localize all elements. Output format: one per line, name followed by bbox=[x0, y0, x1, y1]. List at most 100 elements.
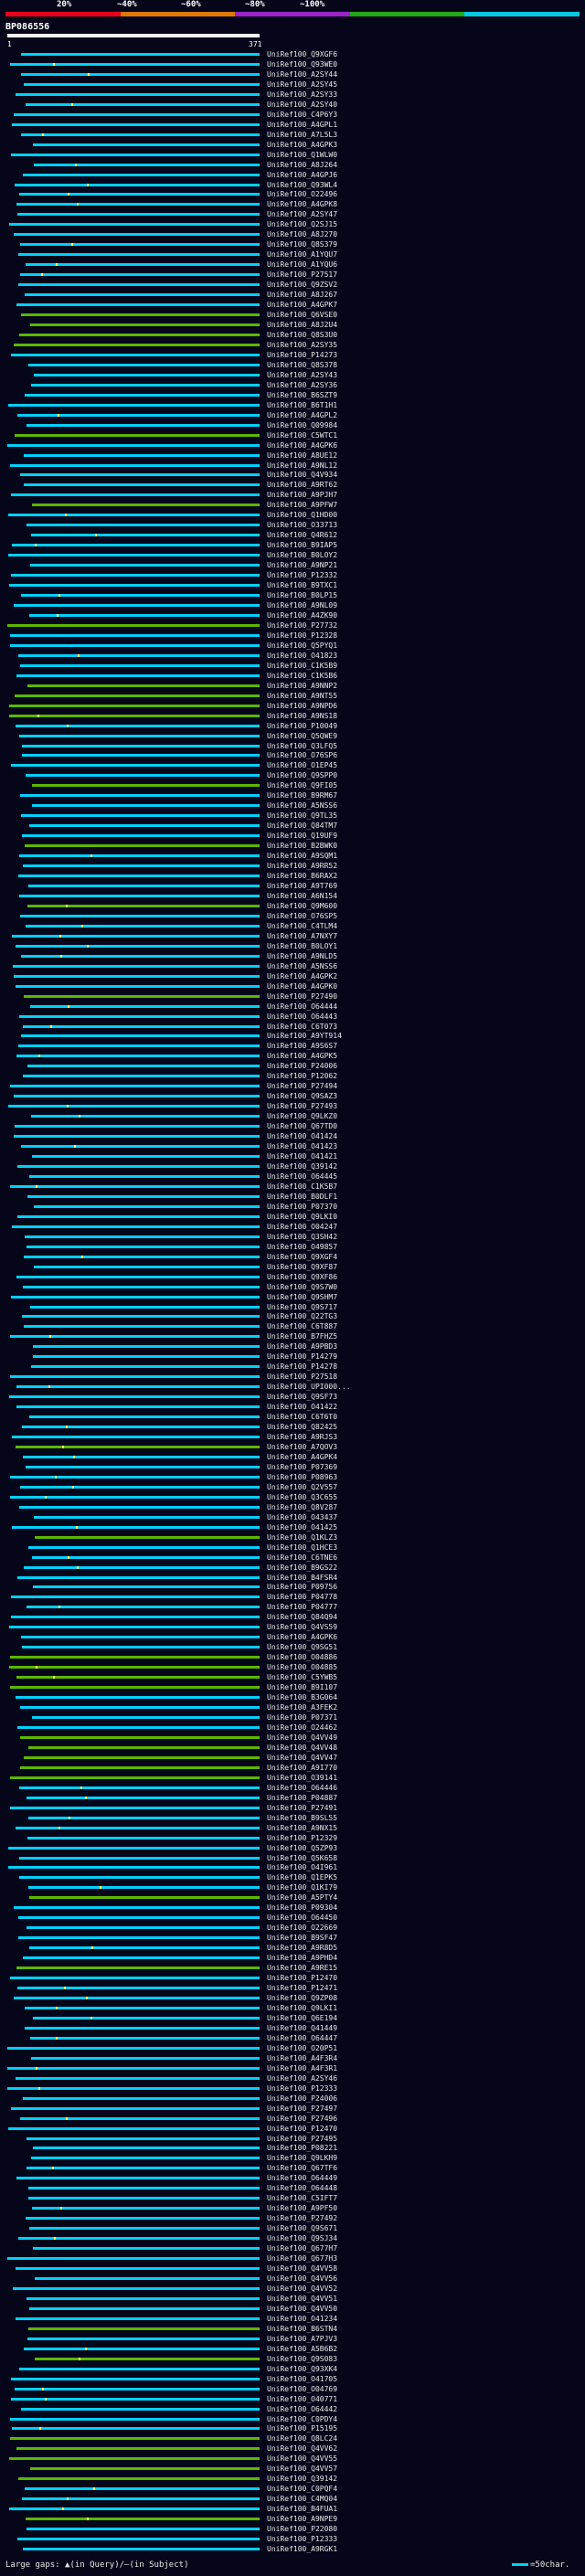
hit-label[interactable]: UniRef100_A3FEK2 bbox=[267, 1703, 338, 1712]
hit-label[interactable]: UniRef100_B4FSR4 bbox=[267, 1574, 338, 1582]
hit-alignment-bar[interactable] bbox=[21, 73, 260, 76]
hit-alignment-bar[interactable] bbox=[11, 493, 260, 496]
hit-label[interactable]: UniRef100_Q6VSE0 bbox=[267, 311, 338, 319]
hit-label[interactable]: UniRef100_Q1HCE3 bbox=[267, 1543, 338, 1552]
hit-alignment-bar[interactable] bbox=[16, 1385, 260, 1388]
hit-label[interactable]: UniRef100_O41424 bbox=[267, 1132, 338, 1140]
hit-alignment-bar[interactable] bbox=[33, 143, 260, 146]
hit-alignment-bar[interactable] bbox=[21, 1034, 260, 1037]
hit-alignment-bar[interactable] bbox=[20, 1766, 260, 1769]
hit-label[interactable]: UniRef100_O39141 bbox=[267, 1774, 338, 1782]
hit-label[interactable]: UniRef100_Q09984 bbox=[267, 421, 338, 429]
hit-label[interactable]: UniRef100_A9NL12 bbox=[267, 461, 338, 470]
hit-label[interactable]: UniRef100_Q3LFQ5 bbox=[267, 742, 338, 750]
hit-label[interactable]: UniRef100_O04769 bbox=[267, 2385, 338, 2393]
hit-alignment-bar[interactable] bbox=[27, 1926, 260, 1929]
hit-label[interactable]: UniRef100_A5NSS6 bbox=[267, 962, 338, 970]
hit-label[interactable]: UniRef100_P12329 bbox=[267, 1834, 338, 1842]
hit-label[interactable]: UniRef100_A9RE15 bbox=[267, 1964, 338, 1972]
hit-alignment-bar[interactable] bbox=[8, 554, 260, 557]
hit-label[interactable]: UniRef100_A5PTY4 bbox=[267, 1893, 338, 1902]
hit-label[interactable]: UniRef100_Q4VV52 bbox=[267, 2284, 338, 2293]
hit-label[interactable]: UniRef100_O64444 bbox=[267, 1002, 338, 1011]
hit-alignment-bar[interactable] bbox=[21, 2408, 260, 2411]
hit-label[interactable]: UniRef100_Q1KI79 bbox=[267, 1883, 338, 1892]
hit-label[interactable]: UniRef100_P15195 bbox=[267, 2424, 338, 2433]
hit-label[interactable]: UniRef100_O64450 bbox=[267, 1913, 338, 1922]
hit-alignment-bar[interactable] bbox=[7, 444, 260, 447]
hit-label[interactable]: UniRef100_A2SY35 bbox=[267, 341, 338, 349]
hit-label[interactable]: UniRef100_A2SY36 bbox=[267, 381, 338, 389]
hit-label[interactable]: UniRef100_C1K5B7 bbox=[267, 1182, 338, 1191]
hit-label[interactable]: UniRef100_P04777 bbox=[267, 1603, 338, 1611]
hit-label[interactable]: UniRef100_P08221 bbox=[267, 2144, 338, 2152]
hit-alignment-bar[interactable] bbox=[31, 1115, 260, 1118]
hit-label[interactable]: UniRef100_B0LOY1 bbox=[267, 942, 338, 950]
hit-alignment-bar[interactable] bbox=[11, 1296, 260, 1299]
hit-alignment-bar[interactable] bbox=[23, 864, 260, 867]
hit-label[interactable]: UniRef100_Q4VV58 bbox=[267, 2264, 338, 2273]
hit-label[interactable]: UniRef100_A4GPK3 bbox=[267, 141, 338, 149]
hit-label[interactable]: UniRef100_A9RJS3 bbox=[267, 1433, 338, 1441]
hit-alignment-bar[interactable] bbox=[17, 1215, 260, 1218]
hit-label[interactable]: UniRef100_Q93WE0 bbox=[267, 60, 338, 69]
hit-label[interactable]: UniRef100_O41823 bbox=[267, 652, 338, 660]
hit-label[interactable]: UniRef100_A6N154 bbox=[267, 892, 338, 900]
hit-alignment-bar[interactable] bbox=[16, 674, 260, 677]
hit-alignment-bar[interactable] bbox=[32, 1716, 260, 1719]
hit-alignment-bar[interactable] bbox=[32, 504, 260, 506]
hit-label[interactable]: UniRef100_Q5ZP93 bbox=[267, 1844, 338, 1852]
hit-label[interactable]: UniRef100_A7L5L3 bbox=[267, 131, 338, 139]
hit-alignment-bar[interactable] bbox=[25, 2027, 260, 2030]
hit-label[interactable]: UniRef100_Q9SF73 bbox=[267, 1393, 338, 1401]
hit-label[interactable]: UniRef100_Q93WL4 bbox=[267, 181, 338, 189]
hit-label[interactable]: UniRef100_Q8V287 bbox=[267, 1503, 338, 1511]
hit-label[interactable]: UniRef100_B0DLF1 bbox=[267, 1193, 338, 1201]
hit-alignment-bar[interactable] bbox=[33, 2017, 260, 2019]
hit-alignment-bar[interactable] bbox=[35, 2358, 260, 2360]
hit-alignment-bar[interactable] bbox=[16, 1276, 260, 1278]
hit-alignment-bar[interactable] bbox=[26, 263, 260, 266]
hit-alignment-bar[interactable] bbox=[26, 103, 260, 106]
hit-label[interactable]: UniRef100_Q9TL35 bbox=[267, 811, 338, 820]
hit-label[interactable]: UniRef100_P09304 bbox=[267, 1903, 338, 1912]
hit-label[interactable]: UniRef100_Q2SJ15 bbox=[267, 220, 338, 228]
hit-alignment-bar[interactable] bbox=[12, 1225, 260, 1228]
hit-alignment-bar[interactable] bbox=[9, 1395, 260, 1398]
hit-label[interactable]: UniRef100_Q9LKZ0 bbox=[267, 1112, 338, 1120]
hit-alignment-bar[interactable] bbox=[21, 133, 260, 136]
hit-label[interactable]: UniRef100_P04778 bbox=[267, 1593, 338, 1601]
hit-alignment-bar[interactable] bbox=[28, 2187, 260, 2189]
hit-alignment-bar[interactable] bbox=[27, 1195, 260, 1198]
hit-alignment-bar[interactable] bbox=[11, 2398, 260, 2401]
hit-label[interactable]: UniRef100_O64448 bbox=[267, 2184, 338, 2192]
hit-label[interactable]: UniRef100_Q4VV49 bbox=[267, 1733, 338, 1742]
hit-alignment-bar[interactable] bbox=[19, 334, 260, 336]
hit-label[interactable]: UniRef100_Q1WLW0 bbox=[267, 151, 338, 159]
hit-alignment-bar[interactable] bbox=[11, 154, 260, 156]
hit-alignment-bar[interactable] bbox=[21, 1145, 260, 1148]
hit-alignment-bar[interactable] bbox=[19, 2368, 260, 2370]
hit-label[interactable]: UniRef100_O64442 bbox=[267, 2405, 338, 2413]
hit-label[interactable]: UniRef100_O04886 bbox=[267, 1653, 338, 1661]
hit-label[interactable]: UniRef100_Q8S379 bbox=[267, 240, 338, 249]
hit-alignment-bar[interactable] bbox=[30, 2467, 260, 2470]
hit-label[interactable]: UniRef100_A8J270 bbox=[267, 230, 338, 239]
hit-label[interactable]: UniRef100_A7PJV3 bbox=[267, 2335, 338, 2343]
hit-alignment-bar[interactable] bbox=[19, 193, 260, 196]
hit-label[interactable]: UniRef100_C6T887 bbox=[267, 1322, 338, 1330]
hit-alignment-bar[interactable] bbox=[33, 1585, 260, 1588]
hit-alignment-bar[interactable] bbox=[19, 1876, 260, 1879]
hit-label[interactable]: UniRef100_Q22TG3 bbox=[267, 1312, 338, 1320]
hit-label[interactable]: UniRef100_A9NX15 bbox=[267, 1824, 338, 1832]
hit-label[interactable]: UniRef100_Q4R612 bbox=[267, 531, 338, 539]
hit-label[interactable]: UniRef100_B9I107 bbox=[267, 1683, 338, 1691]
hit-alignment-bar[interactable] bbox=[29, 614, 260, 617]
hit-label[interactable]: UniRef100_P27496 bbox=[267, 2115, 338, 2123]
hit-alignment-bar[interactable] bbox=[10, 1656, 260, 1659]
hit-alignment-bar[interactable] bbox=[31, 2157, 260, 2159]
hit-label[interactable]: UniRef100_B6RAX2 bbox=[267, 872, 338, 880]
hit-label[interactable]: UniRef100_C1K5B6 bbox=[267, 672, 338, 680]
hit-alignment-bar[interactable] bbox=[19, 895, 260, 897]
hit-alignment-bar[interactable] bbox=[19, 735, 260, 737]
